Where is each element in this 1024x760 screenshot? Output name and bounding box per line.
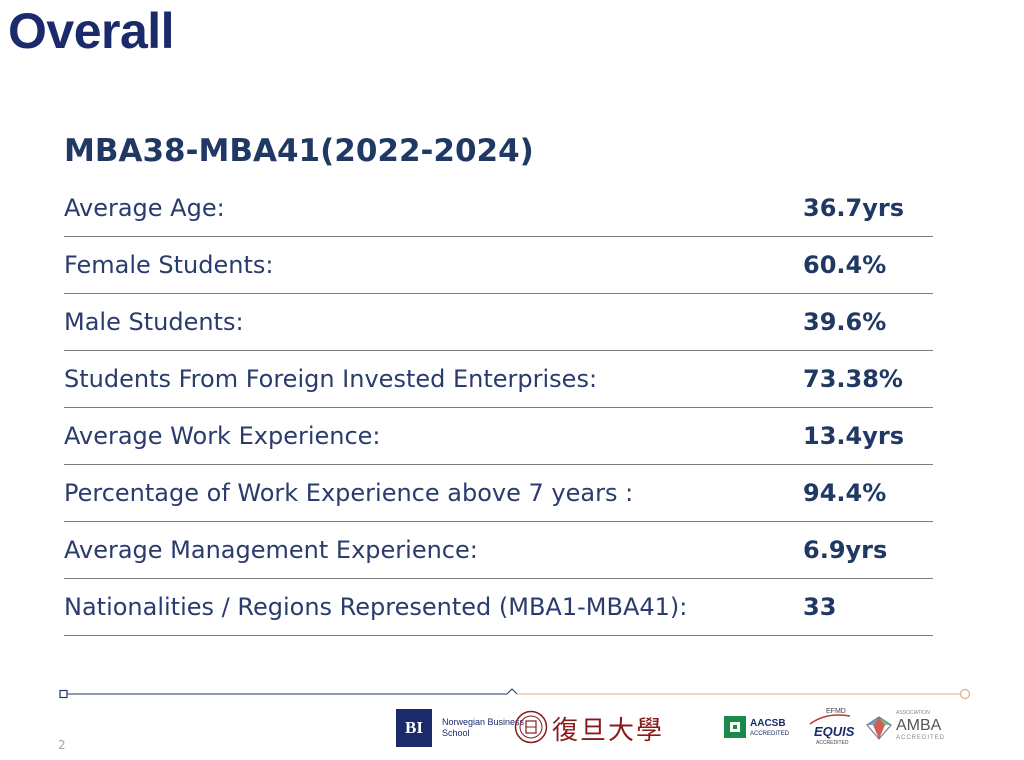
page-number: 2 <box>58 738 66 752</box>
stat-label: Nationalities / Regions Represented (MBA… <box>64 593 688 621</box>
footer-circle-marker <box>959 688 971 700</box>
stat-row-male-students: Male Students: 39.6% <box>64 294 933 351</box>
amba-name: AMBA <box>896 717 942 734</box>
amba-diamond-icon <box>866 716 892 740</box>
stat-row-nationalities: Nationalities / Regions Represented (MBA… <box>64 579 933 636</box>
amba-assoc: ASSOCIATION <box>896 710 930 716</box>
footer-square-marker <box>59 689 68 699</box>
stat-value: 73.38% <box>803 365 903 393</box>
aacsb-icon <box>724 716 746 738</box>
aacsb-name: AACSB <box>750 718 786 729</box>
stat-row-work-experience-above-7: Percentage of Work Experience above 7 ye… <box>64 465 933 522</box>
section-heading: MBA38-MBA41(2022-2024) <box>64 133 534 169</box>
equis-sub: ACCREDITED <box>816 740 849 746</box>
stat-label: Students From Foreign Invested Enterpris… <box>64 365 598 393</box>
fudan-logo-text: 復旦大學 <box>552 716 665 746</box>
stat-row-management-experience: Average Management Experience: 6.9yrs <box>64 522 933 579</box>
fudan-seal-icon <box>514 710 548 744</box>
aacsb-logo-text: AACSB ACCREDITED <box>750 719 789 739</box>
footer-divider <box>59 688 971 700</box>
equis-swoosh-icon <box>809 714 851 725</box>
bi-logo-text: Norwegian Business School <box>442 717 525 738</box>
stat-row-work-experience: Average Work Experience: 13.4yrs <box>64 408 933 465</box>
equis-name: EQUIS <box>814 724 855 739</box>
stat-value: 6.9yrs <box>803 536 888 564</box>
stats-table: Average Age: 36.7yrs Female Students: 60… <box>64 180 933 636</box>
stat-label: Female Students: <box>64 251 274 279</box>
amba-sub: ACCREDITED <box>896 735 946 741</box>
stat-value: 13.4yrs <box>803 422 904 450</box>
bi-logo-mark: BI <box>396 709 432 747</box>
aacsb-logo: AACSB ACCREDITED <box>724 716 789 742</box>
amba-logo: ASSOCIATION AMBA ACCREDITED <box>866 710 944 744</box>
stat-value: 60.4% <box>803 251 887 279</box>
stat-row-female-students: Female Students: 60.4% <box>64 237 933 294</box>
stat-row-foreign-invested: Students From Foreign Invested Enterpris… <box>64 351 933 408</box>
stat-label: Average Age: <box>64 194 225 222</box>
stat-row-average-age: Average Age: 36.7yrs <box>64 180 933 237</box>
stat-value: 39.6% <box>803 308 887 336</box>
stat-value: 36.7yrs <box>803 194 904 222</box>
amba-logo-text: AMBA ACCREDITED <box>896 718 945 742</box>
stat-label: Average Management Experience: <box>64 536 478 564</box>
stat-label: Male Students: <box>64 308 244 336</box>
stat-label: Average Work Experience: <box>64 422 381 450</box>
stat-value: 94.4% <box>803 479 887 507</box>
aacsb-sub: ACCREDITED <box>750 731 790 737</box>
stat-value: 33 <box>803 593 837 621</box>
stat-label: Percentage of Work Experience above 7 ye… <box>64 479 634 507</box>
slide-title: Overall <box>8 3 175 59</box>
footer-notch <box>506 688 518 695</box>
equis-top: EFMD <box>826 708 846 715</box>
